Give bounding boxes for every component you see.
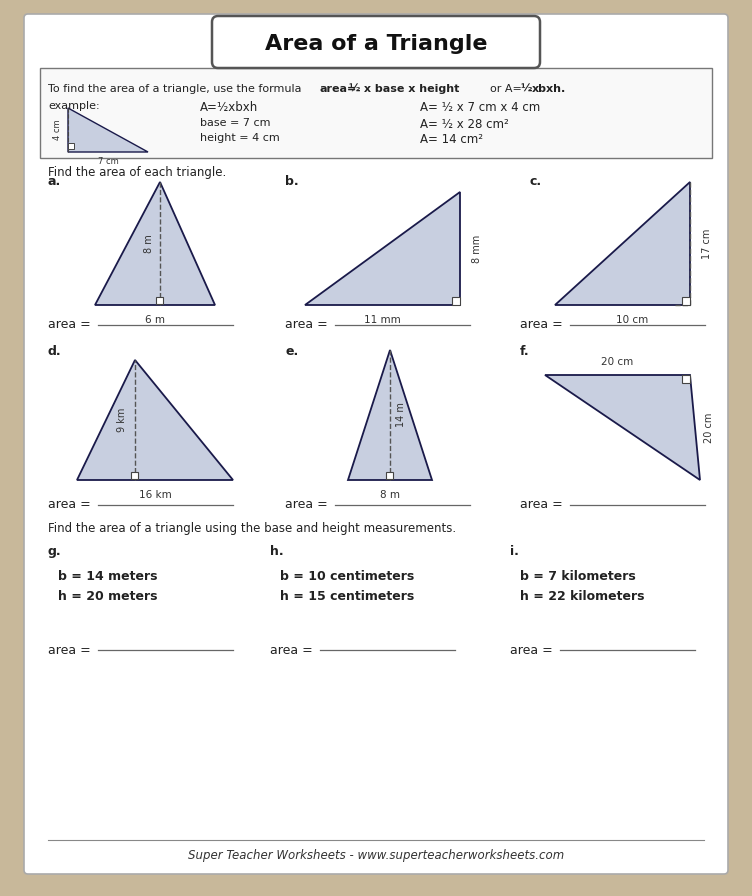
Text: 8 m: 8 m	[380, 490, 400, 500]
Text: or A=: or A=	[490, 84, 522, 94]
Text: 11 mm: 11 mm	[364, 315, 401, 325]
Text: 20 cm: 20 cm	[704, 412, 714, 443]
FancyBboxPatch shape	[212, 16, 540, 68]
Text: h = 22 kilometers: h = 22 kilometers	[520, 590, 644, 603]
Text: A= ½ x 7 cm x 4 cm: A= ½ x 7 cm x 4 cm	[420, 101, 540, 114]
Text: 14 m: 14 m	[396, 402, 406, 427]
Polygon shape	[305, 192, 460, 305]
Text: Area of a Triangle: Area of a Triangle	[265, 34, 487, 54]
Text: A= 14 cm²: A= 14 cm²	[420, 133, 483, 146]
Bar	[386, 472, 393, 479]
Bar	[682, 297, 690, 305]
Text: b = 10 centimeters: b = 10 centimeters	[280, 570, 414, 583]
Text: g.: g.	[48, 545, 62, 558]
Text: Super Teacher Worksheets - www.superteacherworksheets.com: Super Teacher Worksheets - www.superteac…	[188, 849, 564, 863]
FancyBboxPatch shape	[24, 14, 728, 874]
Bar	[452, 297, 460, 305]
Text: A=½xbxh: A=½xbxh	[200, 101, 258, 114]
Text: area =: area =	[48, 318, 95, 332]
Polygon shape	[555, 182, 690, 305]
Text: e.: e.	[285, 345, 299, 358]
Text: height = 4 cm: height = 4 cm	[200, 133, 280, 143]
Bar	[156, 297, 163, 304]
Text: area =: area =	[285, 318, 332, 332]
Text: 10 cm: 10 cm	[617, 315, 649, 325]
Text: 8 mm: 8 mm	[472, 235, 482, 263]
Text: 8 m: 8 m	[144, 234, 154, 253]
Text: area =: area =	[270, 643, 317, 657]
Text: 9 km: 9 km	[117, 408, 127, 432]
Bar	[131, 472, 138, 479]
Text: base = 7 cm: base = 7 cm	[200, 118, 271, 128]
Polygon shape	[545, 375, 700, 480]
Bar	[682, 375, 690, 383]
Text: A= ½ x 28 cm²: A= ½ x 28 cm²	[420, 118, 509, 131]
Text: d.: d.	[48, 345, 62, 358]
Text: area=: area=	[320, 84, 357, 94]
Text: a.: a.	[48, 175, 61, 188]
Text: b = 14 meters: b = 14 meters	[58, 570, 157, 583]
Text: example:: example:	[48, 101, 99, 111]
Bar	[68, 143, 74, 149]
Polygon shape	[68, 108, 148, 152]
Text: 17 cm: 17 cm	[702, 228, 712, 259]
Text: area =: area =	[48, 498, 95, 512]
Text: xbxh.: xbxh.	[532, 84, 566, 94]
Polygon shape	[348, 350, 432, 480]
Text: c.: c.	[530, 175, 542, 188]
Text: x base x height: x base x height	[360, 84, 459, 94]
Text: ½: ½	[520, 84, 532, 94]
Text: f.: f.	[520, 345, 529, 358]
Text: area =: area =	[520, 318, 567, 332]
Text: 16 km: 16 km	[138, 490, 171, 500]
Text: b.: b.	[285, 175, 299, 188]
Text: 7 cm: 7 cm	[98, 157, 118, 166]
Text: area =: area =	[285, 498, 332, 512]
Text: Find the area of a triangle using the base and height measurements.: Find the area of a triangle using the ba…	[48, 522, 456, 535]
Text: area =: area =	[520, 498, 567, 512]
Text: h = 20 meters: h = 20 meters	[58, 590, 157, 603]
Text: h = 15 centimeters: h = 15 centimeters	[280, 590, 414, 603]
Text: ½: ½	[348, 84, 359, 94]
Polygon shape	[95, 182, 215, 305]
Text: Find the area of each triangle.: Find the area of each triangle.	[48, 166, 226, 179]
Text: 20 cm: 20 cm	[602, 357, 634, 367]
Text: h.: h.	[270, 545, 284, 558]
Text: 6 m: 6 m	[145, 315, 165, 325]
Polygon shape	[77, 360, 233, 480]
Text: i.: i.	[510, 545, 519, 558]
Text: area =: area =	[510, 643, 556, 657]
Text: To find the area of a triangle, use the formula: To find the area of a triangle, use the …	[48, 84, 305, 94]
Bar	[40, 68, 712, 158]
Text: 4 cm: 4 cm	[53, 120, 62, 141]
Text: b = 7 kilometers: b = 7 kilometers	[520, 570, 635, 583]
Text: area =: area =	[48, 643, 95, 657]
